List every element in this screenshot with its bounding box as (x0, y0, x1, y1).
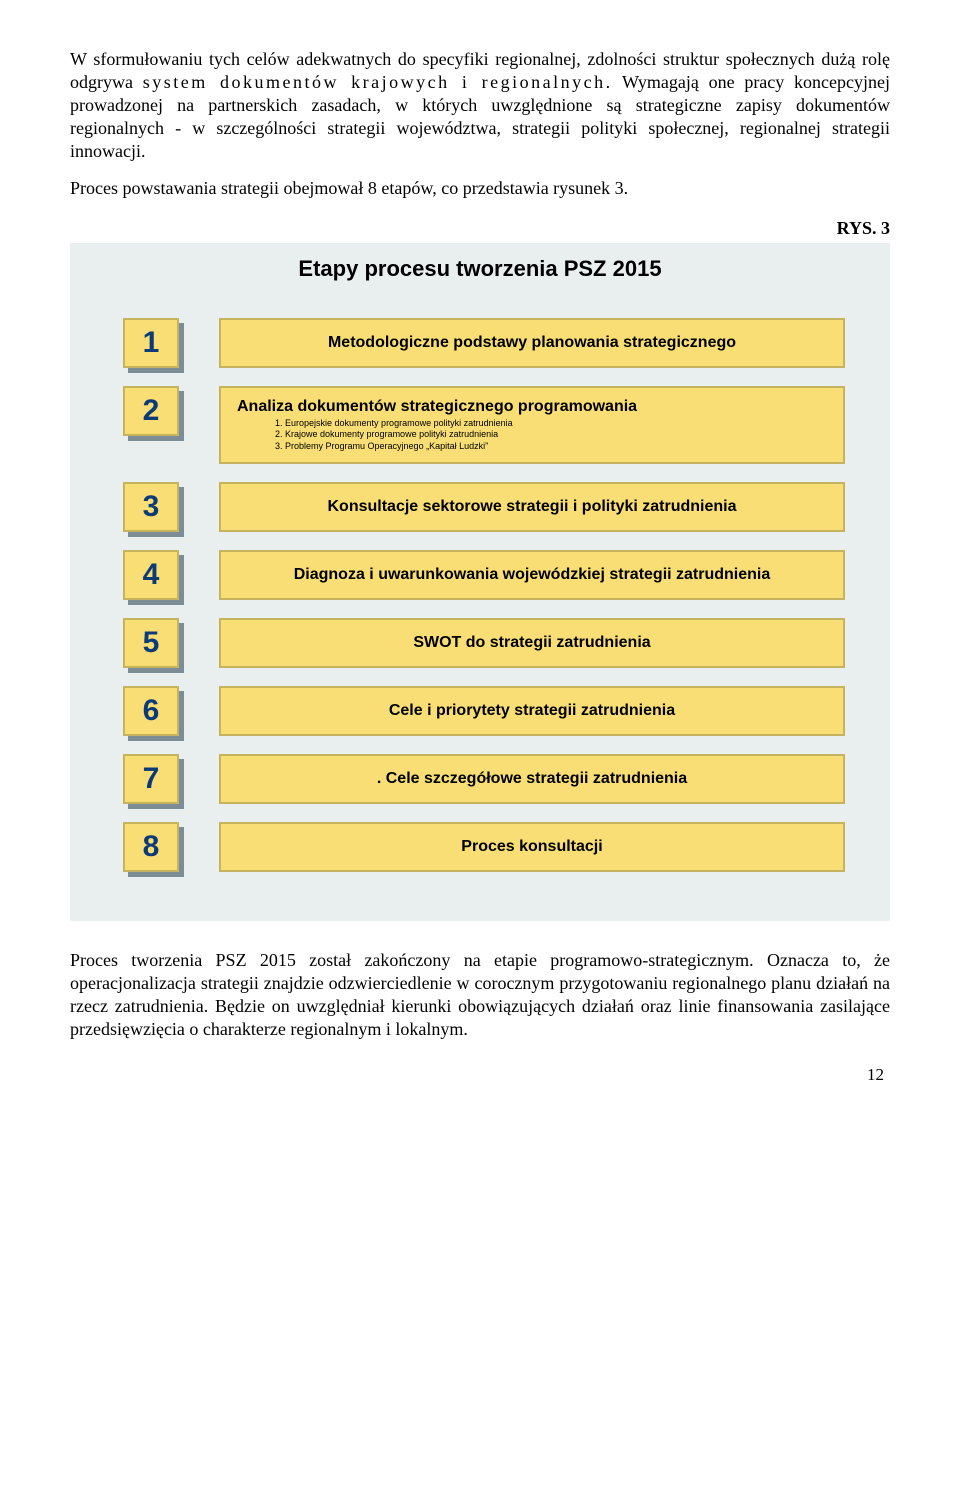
paragraph-2: Proces powstawania strategii obejmował 8… (70, 177, 890, 200)
step-number: 6 (123, 686, 179, 736)
step-content-box: Cele i priorytety strategii zatrudnienia (219, 686, 845, 736)
step-content-box: SWOT do strategii zatrudnienia (219, 618, 845, 668)
step-title: Diagnoza i uwarunkowania wojewódzkiej st… (237, 566, 827, 584)
figure-box: Etapy procesu tworzenia PSZ 2015 1 Metodo… (70, 243, 890, 921)
step-row: 2 Analiza dokumentów strategicznego progr… (123, 386, 845, 464)
step-row: 3 Konsultacje sektorowe strategii i polit… (123, 482, 845, 532)
step-content-box: . Cele szczegółowe strategii zatrudnieni… (219, 754, 845, 804)
step-number: 4 (123, 550, 179, 600)
step-title: Analiza dokumentów strategicznego progra… (237, 398, 827, 416)
step-number: 5 (123, 618, 179, 668)
step-number-box: 4 (123, 550, 179, 600)
step-title: . Cele szczegółowe strategii zatrudnieni… (237, 770, 827, 788)
step-content-box: Konsultacje sektorowe strategii i polity… (219, 482, 845, 532)
step-sublist-item: 1. Europejskie dokumenty programowe poli… (275, 418, 827, 429)
step-content-box: Metodologiczne podstawy planowania strat… (219, 318, 845, 368)
step-number: 1 (123, 318, 179, 368)
step-row: 1 Metodologiczne podstawy planowania stra… (123, 318, 845, 368)
step-title: Konsultacje sektorowe strategii i polity… (237, 498, 827, 516)
step-row: 4 Diagnoza i uwarunkowania wojewódzkiej s… (123, 550, 845, 600)
step-content-box: Analiza dokumentów strategicznego progra… (219, 386, 845, 464)
figure-title: Etapy procesu tworzenia PSZ 2015 (89, 256, 871, 282)
page: W sformułowaniu tych celów adekwatnych d… (0, 0, 960, 1125)
step-title: SWOT do strategii zatrudnienia (237, 634, 827, 652)
step-row: 7 . Cele szczegółowe strategii zatrudnien… (123, 754, 845, 804)
step-title: Proces konsultacji (237, 838, 827, 856)
steps-list: 1 Metodologiczne podstawy planowania stra… (89, 318, 871, 872)
step-row: 8 Proces konsultacji (123, 822, 845, 872)
step-number: 2 (123, 386, 179, 436)
step-sublist-item: 3. Problemy Programu Operacyjnego „Kapit… (275, 441, 827, 452)
step-number: 7 (123, 754, 179, 804)
paragraph-1: W sformułowaniu tych celów adekwatnych d… (70, 48, 890, 163)
para1-spaced: system dokumentów krajowych i regionalny… (143, 72, 613, 92)
step-number-box: 5 (123, 618, 179, 668)
step-row: 5 SWOT do strategii zatrudnienia (123, 618, 845, 668)
step-number-box: 1 (123, 318, 179, 368)
step-content-box: Proces konsultacji (219, 822, 845, 872)
step-number-box: 7 (123, 754, 179, 804)
step-number: 3 (123, 482, 179, 532)
step-sublist: 1. Europejskie dokumenty programowe poli… (237, 418, 827, 452)
page-number: 12 (70, 1065, 890, 1085)
step-number-box: 6 (123, 686, 179, 736)
step-row: 6 Cele i priorytety strategii zatrudnieni… (123, 686, 845, 736)
step-sublist-item: 2. Krajowe dokumenty programowe polityki… (275, 429, 827, 440)
step-title: Metodologiczne podstawy planowania strat… (237, 334, 827, 352)
step-content-box: Diagnoza i uwarunkowania wojewódzkiej st… (219, 550, 845, 600)
step-title: Cele i priorytety strategii zatrudnienia (237, 702, 827, 720)
step-number-box: 2 (123, 386, 179, 436)
step-number-box: 8 (123, 822, 179, 872)
step-number-box: 3 (123, 482, 179, 532)
step-number: 8 (123, 822, 179, 872)
figure-label: RYS. 3 (70, 218, 890, 239)
paragraph-3: Proces tworzenia PSZ 2015 został zakończ… (70, 949, 890, 1041)
